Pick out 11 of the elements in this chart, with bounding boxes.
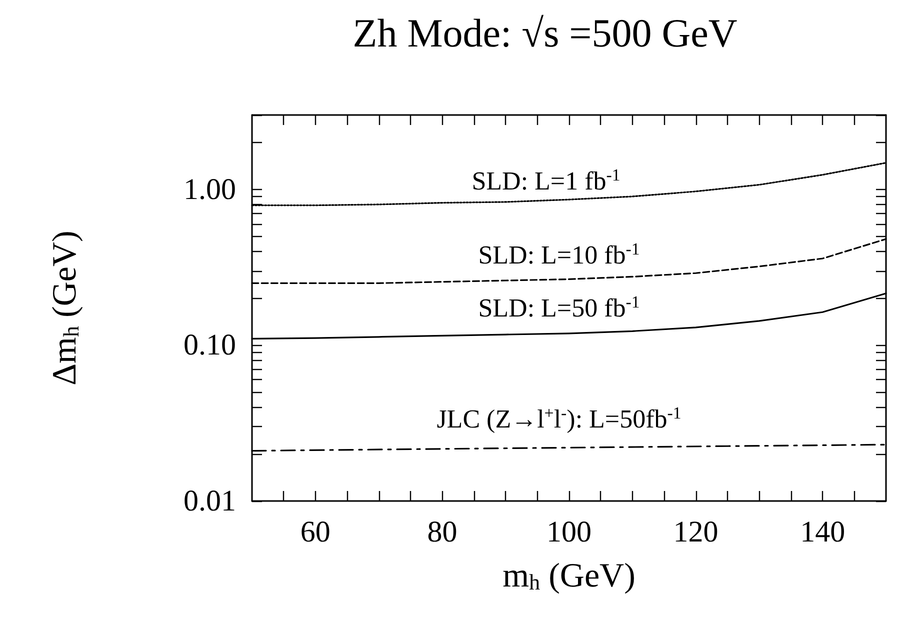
y-tick-label: 0.10 bbox=[184, 328, 236, 362]
x-tick-label: 80 bbox=[427, 516, 458, 548]
chart-title: Zh Mode: √s =500 GeV bbox=[352, 10, 738, 56]
y-axis-title: Δmh (GeV) bbox=[46, 230, 84, 386]
y-tick-label: 1.00 bbox=[184, 172, 236, 206]
x-tick-label: 100 bbox=[546, 516, 592, 548]
x-axis-title: mh (GeV) bbox=[502, 558, 636, 594]
y-tick-label: 0.01 bbox=[184, 484, 236, 518]
x-tick-label: 120 bbox=[673, 516, 718, 548]
x-tick-label: 60 bbox=[300, 516, 330, 548]
x-tick-label: 140 bbox=[800, 516, 846, 548]
